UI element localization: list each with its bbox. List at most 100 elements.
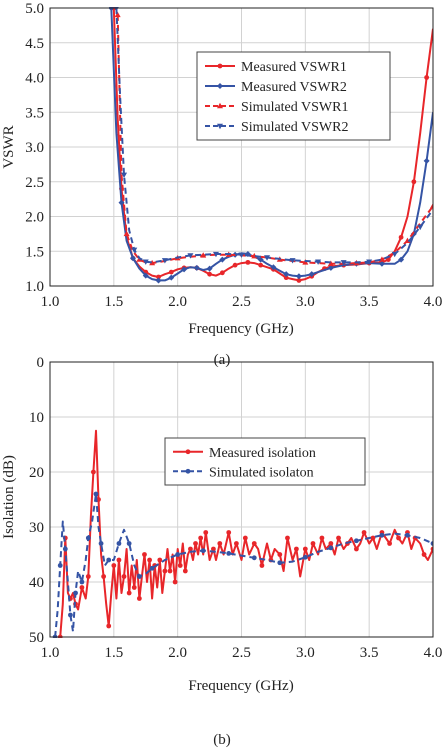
legend-marker <box>217 83 223 89</box>
data-point <box>310 541 316 546</box>
isolation-panel: 1.0 1.5 2.0 2.5 3.0 3.5 4.0 0 10 20 30 40 50 Frequen… <box>1 355 442 748</box>
data-point <box>226 530 232 535</box>
data-point <box>85 535 91 541</box>
isolation-legend: Measured isolation Simulated isolaton <box>164 437 366 486</box>
data-point <box>302 554 308 560</box>
data-point <box>245 259 251 265</box>
data-point <box>212 251 219 258</box>
data-point <box>217 541 223 546</box>
data-point <box>277 560 283 566</box>
data-point <box>126 590 132 596</box>
data-point <box>327 260 334 266</box>
data-point <box>354 546 359 552</box>
data-point <box>424 75 430 80</box>
series-measured-vswr1 <box>111 7 433 283</box>
data-point <box>168 269 174 275</box>
y-tick-label: 50 <box>29 630 44 646</box>
data-point <box>200 252 207 258</box>
data-point <box>430 202 433 209</box>
x-tick-label: 3.5 <box>360 294 379 310</box>
data-point <box>200 548 206 554</box>
vswr-panel-caption: (a) <box>214 352 231 368</box>
data-point <box>167 568 173 574</box>
data-point <box>315 259 322 265</box>
data-point <box>398 256 405 263</box>
data-point <box>168 274 175 281</box>
y-tick-label: 4.0 <box>25 71 44 87</box>
data-point <box>219 270 225 276</box>
data-point <box>232 262 238 268</box>
data-point <box>259 563 265 568</box>
data-point <box>116 541 122 546</box>
data-point <box>257 256 264 263</box>
legend-label: Simulated VSWR1 <box>241 100 348 115</box>
data-point <box>405 532 410 538</box>
data-point <box>302 546 308 552</box>
data-point <box>175 552 181 557</box>
data-point <box>172 579 178 585</box>
data-point <box>258 262 264 268</box>
data-point <box>411 179 417 185</box>
series-line-measured-isolation <box>59 429 433 638</box>
data-point <box>142 552 147 557</box>
data-point <box>193 264 200 271</box>
data-point <box>430 541 433 546</box>
data-point <box>142 272 149 279</box>
data-point <box>430 546 433 552</box>
data-point <box>126 541 132 546</box>
x-tick-label: 1.5 <box>104 294 123 310</box>
data-point <box>182 568 188 574</box>
legend-label: Measured VSWR2 <box>241 80 347 95</box>
data-point <box>242 535 248 541</box>
y-tick-label: 2.5 <box>25 175 44 191</box>
vswr-tick-labels: 1.0 1.5 2.0 2.5 3.0 3.5 4.0 1.0 1.5 2.0 2.5 3.0 3.5 4… <box>25 1 442 310</box>
legend-label: Measured isolation <box>209 446 316 461</box>
x-tick-label: 3.0 <box>296 294 315 310</box>
data-point <box>238 252 245 258</box>
series-simulated-isolaton <box>52 491 433 638</box>
data-point <box>157 557 163 563</box>
data-point <box>293 546 299 552</box>
y-tick-label: 3.5 <box>25 105 44 121</box>
data-point <box>98 541 104 546</box>
data-point <box>149 565 155 571</box>
vswr-plot-area <box>108 7 433 284</box>
vswr-plot-frame <box>49 7 434 287</box>
vswr-panel: 1.0 1.5 2.0 2.5 3.0 3.5 4.0 1.0 1.5 2.0 2.5 3.0 3.5 4… <box>1 1 442 368</box>
data-point <box>270 264 277 271</box>
data-point <box>387 541 392 546</box>
data-point <box>277 552 283 557</box>
data-point <box>328 541 334 546</box>
data-point <box>181 266 188 273</box>
isolation-panel-caption: (b) <box>213 732 231 748</box>
x-tick-label: 1.0 <box>41 294 60 310</box>
x-tick-label: 1.5 <box>104 645 123 661</box>
data-point <box>207 271 212 277</box>
y-tick-label: 0 <box>37 355 45 371</box>
data-point <box>295 273 302 280</box>
y-tick-label: 3.0 <box>25 140 44 156</box>
data-point <box>91 469 96 475</box>
legend-marker <box>217 102 223 109</box>
vswr-legend: Measured VSWR1 Measured VSWR2 Simulated VS… <box>196 51 391 141</box>
data-point <box>251 541 257 546</box>
legend-box <box>164 437 366 486</box>
data-point <box>391 251 398 258</box>
data-point <box>226 551 232 556</box>
data-point <box>85 574 91 579</box>
isolation-y-axis-label: Isolation (dB) <box>1 455 17 539</box>
vswr-x-axis-label: Frequency (GHz) <box>188 321 293 337</box>
y-tick-label: 4.5 <box>25 36 44 52</box>
data-point <box>398 234 404 240</box>
isolation-grid <box>49 361 434 638</box>
data-point <box>366 259 373 265</box>
data-point <box>187 253 194 259</box>
legend-label: Measured VSWR1 <box>241 60 347 75</box>
x-tick-label: 2.0 <box>168 645 187 661</box>
y-tick-label: 1.5 <box>25 244 44 260</box>
data-point <box>319 535 325 541</box>
x-tick-label: 3.0 <box>296 645 315 661</box>
y-tick-label: 10 <box>29 410 44 426</box>
series-line-measured-vswr2 <box>110 7 433 282</box>
